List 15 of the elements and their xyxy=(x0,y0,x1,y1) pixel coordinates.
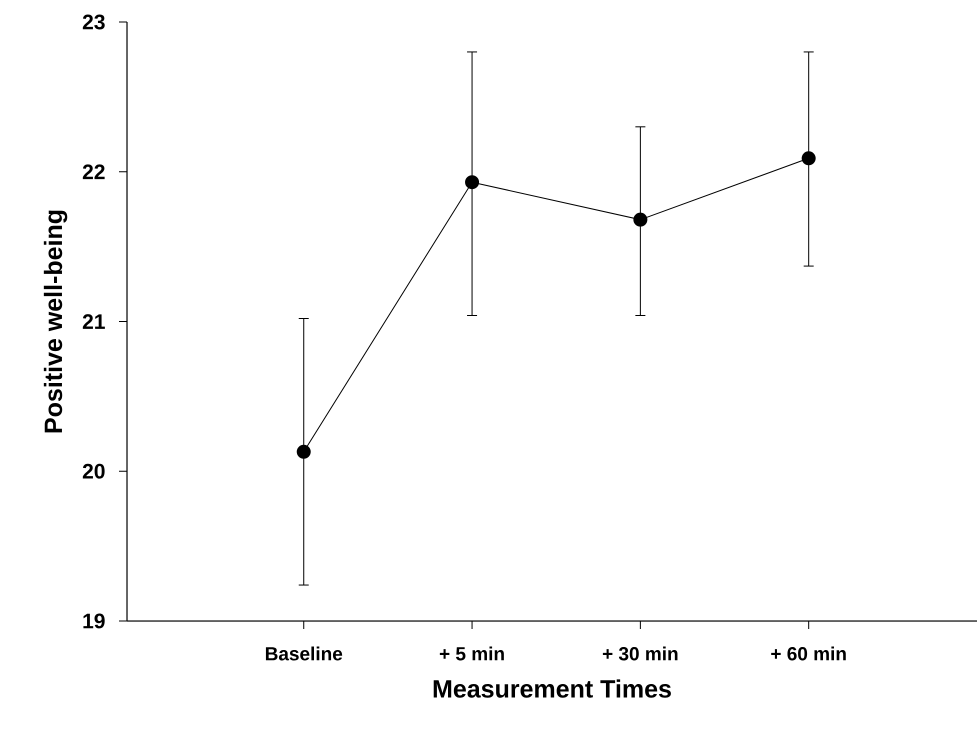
x-tick-label: + 30 min xyxy=(602,646,678,661)
x-tick-label: Baseline xyxy=(266,646,342,660)
x-axis-title: Measurement Times xyxy=(434,679,671,698)
y-tick-label: 20 xyxy=(82,464,105,479)
x-tick-label: + 5 min xyxy=(440,646,504,660)
y-tick-label: 23 xyxy=(82,14,105,30)
y-tick-label: 22 xyxy=(82,164,105,180)
y-axis-title: Positive well-being xyxy=(44,210,68,432)
point xyxy=(633,212,648,227)
y-tick-label: 21 xyxy=(82,314,105,329)
point xyxy=(296,444,311,459)
y-tick-label: 19 xyxy=(83,614,105,628)
x-tick-label: + 60 min xyxy=(771,646,846,660)
point xyxy=(465,175,480,190)
point xyxy=(802,151,816,166)
